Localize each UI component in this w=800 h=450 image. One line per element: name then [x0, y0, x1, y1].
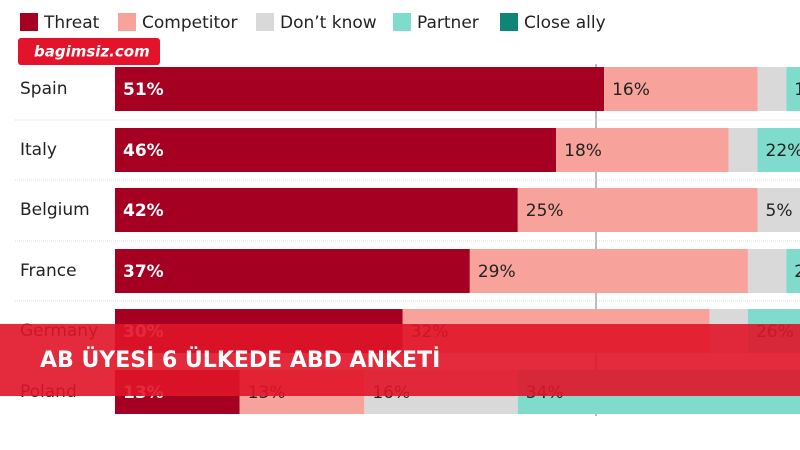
legend-swatch — [118, 13, 136, 31]
legend-label: Don’t know — [280, 13, 377, 33]
headline-banner: AB ÜYESİ 6 ÜLKEDE ABD ANKETİ — [0, 324, 800, 396]
category-label: Italy — [20, 140, 57, 160]
category-label: France — [20, 261, 77, 281]
legend-swatch — [20, 13, 38, 31]
bar-segment — [728, 128, 758, 172]
legend-label: Threat — [43, 13, 100, 33]
bar-segment — [115, 67, 605, 111]
bar-segment — [747, 249, 787, 293]
banner-background — [0, 324, 800, 396]
legend-swatch — [256, 13, 274, 31]
bar-segment — [786, 67, 800, 111]
bar-segment — [469, 249, 748, 293]
bar-segment — [786, 249, 800, 293]
value-label: 16% — [612, 80, 650, 100]
bar-segment — [115, 249, 470, 293]
value-label: 22% — [766, 141, 800, 161]
value-label: 51% — [123, 80, 164, 100]
legend-label: Competitor — [142, 13, 238, 33]
bar-segment — [757, 128, 800, 172]
bar-segment — [757, 188, 800, 232]
value-label: 18% — [564, 141, 602, 161]
bar-segment — [115, 188, 518, 232]
legend-swatch — [393, 13, 411, 31]
brand-badge: bagimsiz.com — [18, 38, 160, 65]
brand-text: bagimsiz.com — [34, 43, 150, 61]
bar-segment — [757, 67, 787, 111]
value-label: 18% — [794, 80, 800, 100]
value-label: 46% — [123, 141, 164, 161]
headline-text: AB ÜYESİ 6 ÜLKEDE ABD ANKETİ — [40, 347, 440, 373]
category-label: Belgium — [20, 200, 90, 220]
category-label: Spain — [20, 79, 68, 99]
bar-segment — [517, 188, 758, 232]
legend-swatch — [500, 13, 518, 31]
legend-label: Close ally — [524, 13, 606, 33]
value-label: 42% — [123, 201, 164, 221]
value-label: 22% — [794, 262, 800, 282]
value-label: 5% — [766, 201, 793, 221]
value-label: 37% — [123, 262, 164, 282]
bar-segment — [604, 67, 758, 111]
value-label: 29% — [478, 262, 516, 282]
legend-label: Partner — [417, 13, 479, 33]
bar-segment — [556, 128, 729, 172]
brand-background — [18, 38, 160, 65]
bar-segment — [115, 128, 557, 172]
value-label: 25% — [526, 201, 564, 221]
